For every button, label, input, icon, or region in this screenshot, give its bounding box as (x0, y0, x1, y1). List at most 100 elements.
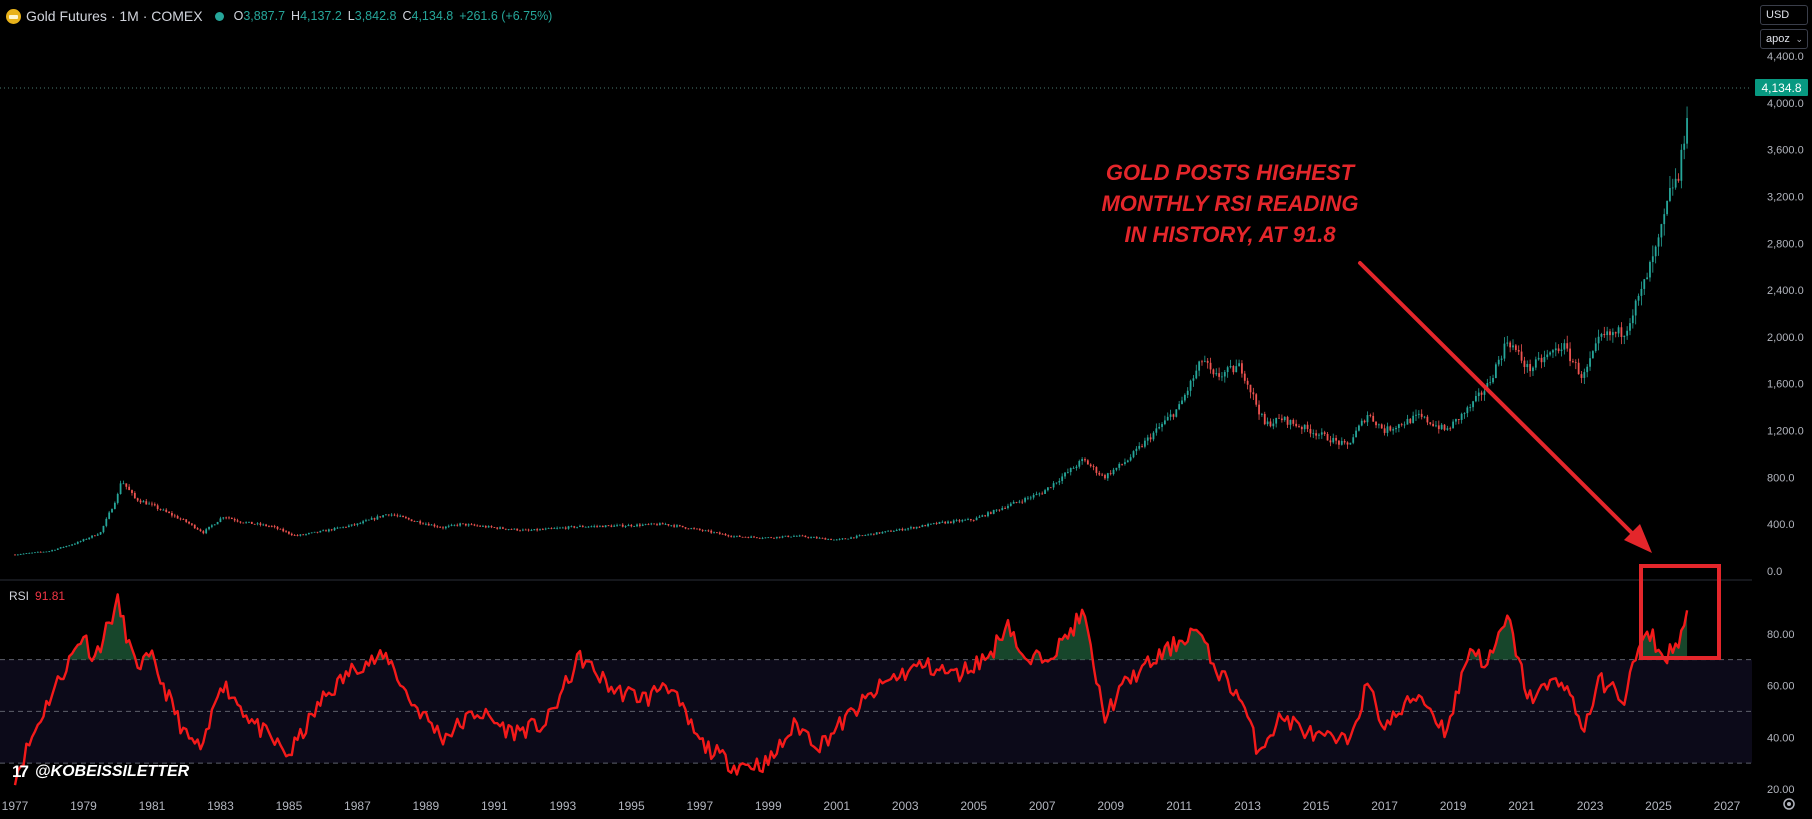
candle (1206, 360, 1209, 363)
candle (1377, 424, 1380, 426)
candle (1669, 187, 1671, 201)
candle (1549, 352, 1551, 355)
time-axis[interactable]: 1977 1979 1981 1983 1985 1987 1989 1991 1993 1995… (2, 799, 1741, 813)
candle (1112, 469, 1115, 475)
candle (1218, 373, 1221, 377)
candle (830, 539, 832, 540)
candle (1001, 508, 1004, 511)
candle (1552, 350, 1554, 353)
candle (1332, 437, 1335, 443)
chevron-down-icon: ⌄ (1795, 33, 1803, 44)
candle (1035, 493, 1038, 496)
candle (1215, 373, 1218, 375)
candle (502, 527, 504, 529)
candle (153, 504, 156, 506)
candle (1235, 366, 1238, 373)
candle (1132, 451, 1135, 458)
currency-select[interactable]: USD (1760, 5, 1808, 25)
gear-icon[interactable] (1783, 798, 1795, 810)
candle (453, 524, 456, 526)
candle (148, 503, 151, 505)
candle (673, 525, 676, 527)
candle (573, 526, 576, 528)
candle (1272, 423, 1275, 427)
candle (1189, 380, 1192, 391)
candle (1597, 336, 1600, 344)
candle (182, 519, 185, 520)
candle (707, 530, 710, 532)
symbol-title[interactable]: Gold Futures · 1M · COMEX (26, 8, 203, 24)
candle (658, 523, 661, 526)
candle (467, 524, 470, 526)
candle (987, 512, 989, 517)
candle (1278, 417, 1280, 419)
candle (490, 526, 493, 528)
candle (1269, 421, 1272, 427)
unit-select[interactable]: apoz ⌄ (1760, 29, 1808, 49)
candle (698, 528, 701, 530)
rsi-legend[interactable]: RSI 91.81 (9, 589, 66, 603)
candle (1229, 366, 1232, 368)
candle (1018, 501, 1021, 503)
candle (821, 537, 824, 539)
rsi-series-line (13, 593, 1689, 786)
candle (151, 503, 153, 505)
candle (815, 537, 818, 539)
candle (1289, 419, 1292, 425)
candle (336, 527, 339, 529)
candle (1298, 426, 1300, 427)
candle (191, 523, 193, 525)
candle (1312, 433, 1315, 435)
candle (245, 522, 248, 524)
candle (88, 537, 91, 540)
candle (173, 515, 176, 517)
price-axis[interactable]: 0.0 400.0 800.0 1,200.0 1,600.0 2,000.0 2,400.… (1767, 51, 1804, 578)
candle (239, 521, 242, 523)
candle (233, 518, 236, 521)
candle (1155, 428, 1158, 433)
candle (288, 531, 290, 534)
gold-coin-icon (6, 8, 21, 24)
ohlc-close: C4,134.8 (402, 9, 454, 23)
candle (1161, 424, 1163, 427)
annotation-text: GOLD POSTS HIGHEST MONTHLY RSI READING I… (1101, 160, 1359, 247)
candle (131, 490, 133, 494)
candle (1466, 407, 1469, 414)
candle (228, 517, 230, 519)
candle (1537, 357, 1540, 360)
rsi-axis[interactable]: 20.00 40.00 60.00 80.00 (1767, 629, 1795, 796)
candle (1012, 501, 1015, 504)
candle (1212, 369, 1215, 375)
candle (1158, 426, 1161, 429)
candle (944, 521, 947, 524)
candle (507, 529, 510, 530)
candle (1141, 446, 1143, 447)
candle (111, 508, 113, 513)
candle (42, 551, 45, 553)
candle (1437, 425, 1440, 430)
rsi-highlight-box (1639, 564, 1721, 660)
candle (835, 539, 838, 541)
candle (248, 521, 250, 523)
candle (1517, 349, 1520, 352)
candle (1649, 262, 1651, 278)
candle (285, 531, 287, 533)
candle (1546, 354, 1549, 358)
candle (22, 553, 25, 555)
candle (1366, 415, 1369, 423)
candle (1494, 364, 1497, 379)
candle (1452, 421, 1454, 429)
candle (205, 529, 208, 534)
candle (601, 525, 604, 528)
candle (727, 535, 730, 537)
candle (1186, 390, 1189, 395)
candle (795, 535, 798, 537)
candle (1349, 442, 1352, 445)
candle (667, 524, 670, 526)
rsi-reference-lines (0, 659, 1752, 764)
candle (510, 529, 513, 530)
candle (1221, 376, 1223, 378)
candle (333, 527, 336, 531)
candle (1654, 246, 1657, 257)
